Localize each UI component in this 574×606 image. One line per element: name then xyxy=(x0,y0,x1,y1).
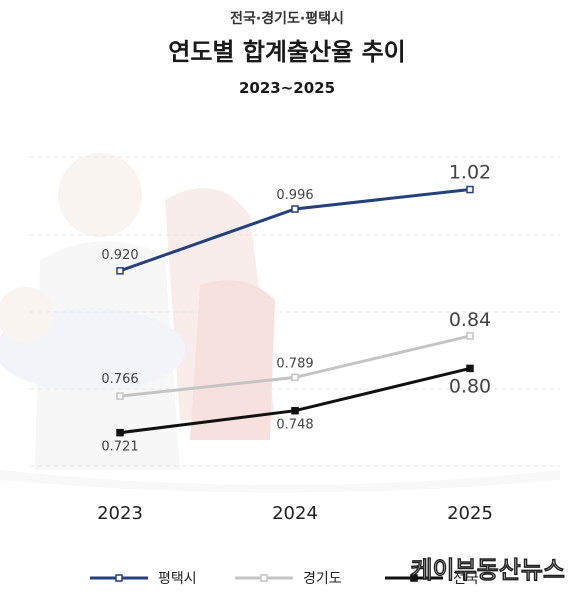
data-point xyxy=(466,185,474,194)
series-1: 0.766 0.789 0.84 xyxy=(101,309,491,400)
data-point xyxy=(291,373,299,382)
legend-marker xyxy=(260,574,268,582)
data-label: 0.996 xyxy=(276,188,313,203)
legend-marker xyxy=(115,574,123,582)
data-label: 0.721 xyxy=(101,440,138,455)
legend-marker xyxy=(410,574,418,582)
data-point xyxy=(116,428,124,437)
x-axis: 2023 2024 2025 xyxy=(97,503,493,524)
data-label: 0.80 xyxy=(449,375,491,397)
legend: 평택시 경기도 전국 xyxy=(90,571,479,587)
gridlines xyxy=(30,156,560,467)
legend-item-national: 전국 xyxy=(385,571,479,587)
series-layer: 0.9200.9961.020.7660.7890.840.7210.7480.… xyxy=(101,162,491,455)
legend-label: 경기도 xyxy=(303,571,342,587)
chart-year-range: 2023~2025 xyxy=(239,79,335,97)
data-label: 0.789 xyxy=(276,356,313,371)
data-label: 0.748 xyxy=(276,418,313,433)
data-point xyxy=(466,364,474,373)
data-label: 0.766 xyxy=(101,372,138,387)
data-point xyxy=(291,406,299,415)
x-tick-label: 2024 xyxy=(272,503,318,524)
chart-subtitle: 전국·경기도·평택시 xyxy=(230,10,344,27)
series-0: 0.920 0.996 1.02 xyxy=(101,162,491,275)
legend-item-gyeonggi: 경기도 xyxy=(235,571,342,587)
data-point xyxy=(466,332,474,340)
legend-label: 전국 xyxy=(453,571,479,587)
data-label: 0.84 xyxy=(449,309,491,331)
chart-title: 연도별 합계출산율 추이 xyxy=(168,38,406,66)
data-point xyxy=(116,267,124,275)
legend-item-pyeongtaek: 평택시 xyxy=(90,571,197,587)
legend-label: 평택시 xyxy=(158,571,197,587)
x-tick-label: 2025 xyxy=(447,503,493,524)
data-point xyxy=(291,205,299,213)
x-tick-label: 2023 xyxy=(97,503,143,524)
data-label: 0.920 xyxy=(101,248,138,263)
data-label: 1.02 xyxy=(449,162,491,184)
watermark-logo: 케이부동산뉴스 xyxy=(410,556,565,584)
series-2: 0.721 0.748 0.80 xyxy=(101,364,491,455)
data-point xyxy=(116,392,124,400)
